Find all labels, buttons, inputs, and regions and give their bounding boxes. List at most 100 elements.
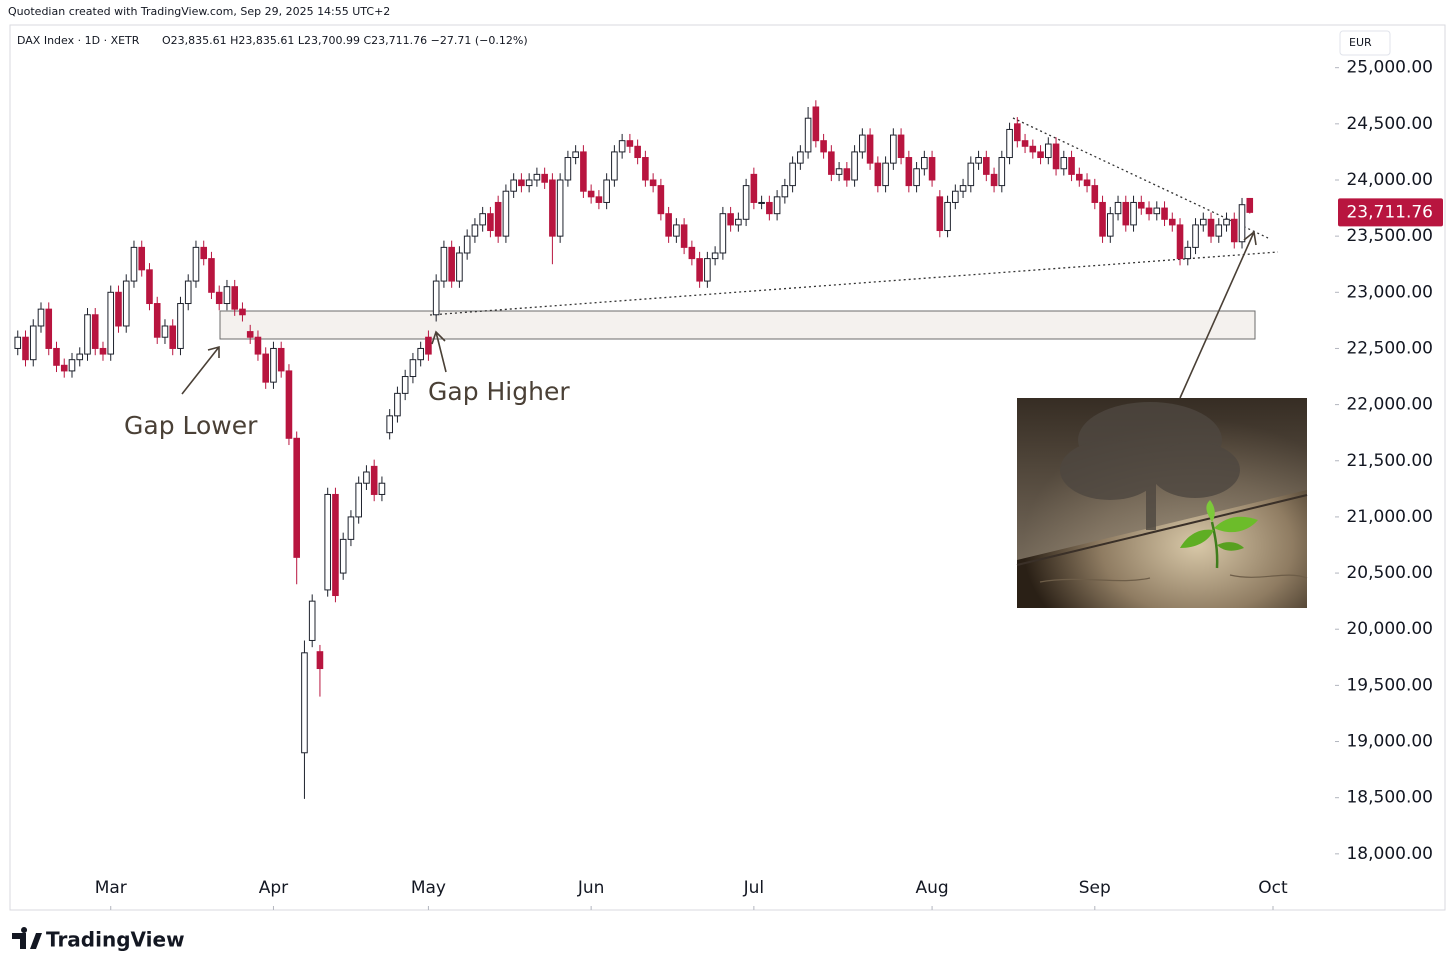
- ohlc-readout: O23,835.61 H23,835.61 L23,700.99 C23,711…: [162, 34, 528, 47]
- candle-body: [564, 157, 572, 181]
- candle-body: [324, 493, 331, 591]
- photo: [1016, 398, 1308, 608]
- candle-body: [122, 280, 130, 327]
- candle-body: [184, 280, 192, 305]
- candle-body: [60, 364, 68, 372]
- candle-body: [1184, 246, 1192, 260]
- candle-body: [494, 201, 502, 237]
- y-tick-label: 22,500.00: [1346, 338, 1433, 358]
- candle-body: [928, 157, 936, 181]
- candle-body: [285, 370, 293, 439]
- candle-body: [1060, 157, 1068, 170]
- candle-body: [673, 224, 680, 237]
- candle-body: [735, 218, 742, 226]
- x-tick-label: Apr: [259, 878, 288, 898]
- candle-body: [1176, 224, 1184, 260]
- currency: EUR: [1349, 36, 1372, 49]
- candle-body: [1207, 218, 1215, 237]
- annotations: Gap Lower Gap Higher: [124, 230, 1257, 440]
- candle-body: [983, 157, 990, 175]
- candle-body: [874, 162, 882, 187]
- candle-body: [401, 376, 409, 394]
- candle-body: [45, 308, 53, 349]
- candle-body: [719, 213, 727, 254]
- support-trendline: [429, 251, 1279, 316]
- candle-body: [231, 286, 239, 310]
- y-tick-label: 24,000.00: [1346, 170, 1433, 190]
- annotation-gap-lower: Gap Lower: [124, 411, 258, 440]
- candle-body: [239, 308, 246, 316]
- candle-body: [1168, 218, 1176, 226]
- x-tick-label: Oct: [1258, 878, 1288, 898]
- candle-body: [29, 325, 37, 361]
- candle-body: [394, 392, 401, 417]
- candle-body: [704, 258, 711, 282]
- candle-body: [820, 140, 827, 153]
- y-tick-label: 24,500.00: [1346, 114, 1433, 134]
- candle-body: [921, 157, 928, 170]
- y-tick-label: 18,500.00: [1346, 788, 1433, 808]
- candle-body: [541, 173, 548, 183]
- candle-body: [386, 415, 393, 434]
- candle-body: [665, 213, 672, 237]
- candle-body: [572, 151, 579, 159]
- candle-body: [882, 162, 889, 187]
- candle-body: [192, 246, 200, 282]
- candle-body: [897, 134, 905, 159]
- y-tick-label: 23,000.00: [1346, 282, 1433, 302]
- candle-body: [1006, 128, 1013, 159]
- candle-body: [828, 151, 835, 175]
- candle-body: [804, 117, 812, 153]
- candle-body: [215, 291, 223, 305]
- drawings: [219, 117, 1279, 340]
- last-price-box: [1338, 198, 1443, 227]
- candle-body: [153, 303, 161, 338]
- candle-body: [378, 482, 386, 495]
- candle-body: [502, 190, 510, 237]
- candle-body: [332, 493, 339, 597]
- candle-body: [952, 190, 959, 203]
- candle-body: [53, 347, 60, 366]
- candle-body: [688, 246, 696, 260]
- candle-body: [944, 201, 951, 232]
- x-tick-label: Sep: [1079, 878, 1111, 898]
- candle-body: [130, 246, 138, 282]
- candle-body: [262, 353, 270, 383]
- candle-body: [936, 196, 944, 232]
- x-tick-label: Jul: [743, 878, 765, 898]
- candle-body: [890, 134, 897, 164]
- tv-logo: TradingView: [12, 927, 185, 952]
- candle-body: [301, 652, 308, 754]
- candle-body: [518, 179, 525, 187]
- candle-body: [1052, 143, 1060, 170]
- candle-body: [959, 185, 967, 192]
- candle-body: [773, 196, 781, 215]
- candle-body: [797, 151, 804, 164]
- candle-body: [611, 151, 618, 181]
- candle-body: [510, 179, 517, 192]
- candle-body: [1122, 201, 1130, 226]
- candle-body: [1106, 213, 1114, 237]
- candle-body: [208, 258, 215, 293]
- candle-body: [1114, 201, 1122, 215]
- candle-body: [456, 252, 463, 282]
- candle-body: [254, 336, 262, 355]
- candle-body: [727, 213, 734, 226]
- candle-body: [781, 185, 789, 198]
- candle-body: [487, 213, 494, 232]
- candle-body: [789, 162, 796, 187]
- candle-body: [1246, 197, 1254, 213]
- y-tick-label: 20,000.00: [1346, 619, 1433, 639]
- candle-body: [905, 157, 913, 187]
- y-tick-label: 21,500.00: [1346, 451, 1433, 471]
- candle-body: [1223, 218, 1230, 226]
- candle-body: [1230, 218, 1238, 243]
- y-tick-label: 19,000.00: [1346, 732, 1433, 752]
- photo-edge: [1016, 494, 1308, 566]
- candle-body: [479, 213, 486, 226]
- candle-body: [1075, 173, 1083, 181]
- candle-body: [417, 347, 424, 361]
- candle-body: [1238, 204, 1246, 243]
- candle-body: [1091, 185, 1099, 203]
